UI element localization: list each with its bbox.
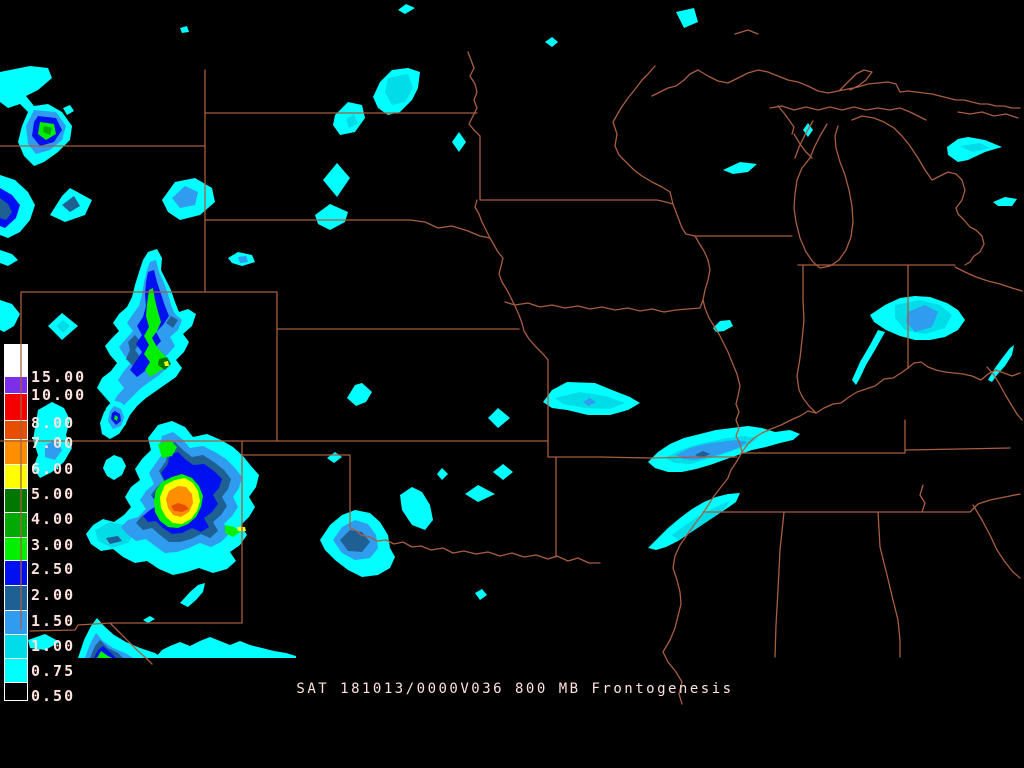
legend-value-label: 2.00 bbox=[31, 586, 76, 604]
contour-region bbox=[28, 634, 60, 650]
contour-region bbox=[164, 361, 169, 366]
missouri-river-path bbox=[474, 199, 704, 361]
contour-region bbox=[56, 320, 70, 333]
contour-region bbox=[143, 616, 155, 623]
contour-region bbox=[155, 637, 296, 658]
minnesota-border-path bbox=[467, 51, 674, 205]
contour-region bbox=[180, 583, 205, 607]
contour-region bbox=[676, 8, 698, 28]
contour-region bbox=[672, 501, 730, 540]
legend-value-label: 2.50 bbox=[31, 560, 76, 578]
great-lakes-shoreline-path bbox=[651, 29, 1023, 292]
contour-region bbox=[327, 452, 342, 463]
legend-value-label: 15.00 bbox=[31, 368, 87, 386]
contour-region bbox=[723, 162, 757, 174]
contour-region bbox=[43, 126, 52, 135]
legend-swatch bbox=[4, 512, 28, 538]
contour-region bbox=[346, 114, 358, 128]
contour-region bbox=[0, 198, 12, 220]
legend-value-label: 0.50 bbox=[31, 687, 76, 705]
legend-value-label: 1.00 bbox=[31, 637, 76, 655]
legend-swatch bbox=[4, 634, 28, 659]
contour-region bbox=[144, 288, 169, 377]
contour-region bbox=[488, 408, 510, 428]
contour-region bbox=[583, 398, 596, 406]
legend-value-label: 7.00 bbox=[31, 434, 76, 452]
western-state-borders-path bbox=[0, 69, 738, 665]
contour-region bbox=[676, 440, 748, 460]
legend-swatch bbox=[4, 537, 28, 561]
contour-region bbox=[103, 455, 126, 480]
contour-region bbox=[0, 250, 18, 266]
contour-region bbox=[180, 26, 189, 33]
contour-region bbox=[960, 143, 990, 152]
contour-region bbox=[63, 105, 74, 115]
contour-region bbox=[106, 536, 122, 544]
contour-region bbox=[97, 651, 112, 658]
colorbar-legend: 15.00 10.00 8.00 7.00 6.00 5.00 4.00 3.00 2.50 2.… bbox=[31, 344, 101, 716]
legend-value-label: 8.00 bbox=[31, 414, 76, 432]
contour-region bbox=[33, 402, 72, 478]
legend-swatch bbox=[4, 439, 28, 465]
legend-value-label: 10.00 bbox=[31, 386, 87, 404]
contour-region bbox=[114, 415, 118, 421]
contour-region bbox=[315, 204, 348, 230]
contour-region bbox=[166, 316, 178, 328]
contour-region bbox=[45, 440, 62, 460]
frontogenesis-contours bbox=[0, 4, 1017, 658]
contour-region bbox=[400, 487, 433, 530]
contour-region bbox=[452, 132, 466, 152]
legend-swatch bbox=[4, 610, 28, 635]
contour-region bbox=[62, 196, 80, 212]
contour-region bbox=[0, 300, 20, 332]
contour-region bbox=[171, 503, 189, 512]
contour-region bbox=[852, 330, 885, 385]
contour-region bbox=[225, 525, 240, 537]
contour-region bbox=[465, 485, 495, 502]
legend-swatches bbox=[4, 344, 28, 701]
legend-swatch bbox=[4, 682, 28, 701]
contour-region bbox=[172, 186, 198, 208]
contour-region bbox=[993, 197, 1017, 206]
legend-value-label: 4.00 bbox=[31, 510, 76, 528]
ohio-river-path bbox=[741, 361, 1023, 453]
legend-value-label: 3.00 bbox=[31, 536, 76, 554]
legend-swatch bbox=[4, 488, 28, 513]
contour-region bbox=[398, 4, 415, 14]
legend-value-label: 1.50 bbox=[31, 612, 76, 630]
mississippi-river-path bbox=[612, 65, 743, 705]
map-title: SAT 181013/0000V036 800 MB Frontogenesis bbox=[296, 681, 734, 697]
contour-region bbox=[158, 440, 177, 458]
contour-region bbox=[545, 37, 558, 47]
midwest-state-borders-path bbox=[694, 235, 1021, 658]
contour-region bbox=[347, 383, 372, 406]
contour-region bbox=[713, 320, 733, 332]
contour-region bbox=[238, 256, 248, 263]
legend-swatch bbox=[4, 344, 28, 377]
contour-region bbox=[323, 163, 350, 197]
contour-region bbox=[437, 468, 448, 480]
legend-value-label: 5.00 bbox=[31, 485, 76, 503]
contour-region bbox=[385, 74, 413, 105]
contour-region bbox=[493, 464, 513, 480]
state-boundary-lines bbox=[0, 29, 1023, 705]
legend-swatch bbox=[4, 560, 28, 586]
legend-value-label: 6.00 bbox=[31, 460, 76, 478]
contour-region bbox=[906, 305, 938, 332]
contour-region bbox=[475, 589, 487, 600]
contour-region bbox=[695, 451, 710, 458]
legend-value-label: 0.75 bbox=[31, 662, 76, 680]
contour-region bbox=[988, 345, 1014, 382]
